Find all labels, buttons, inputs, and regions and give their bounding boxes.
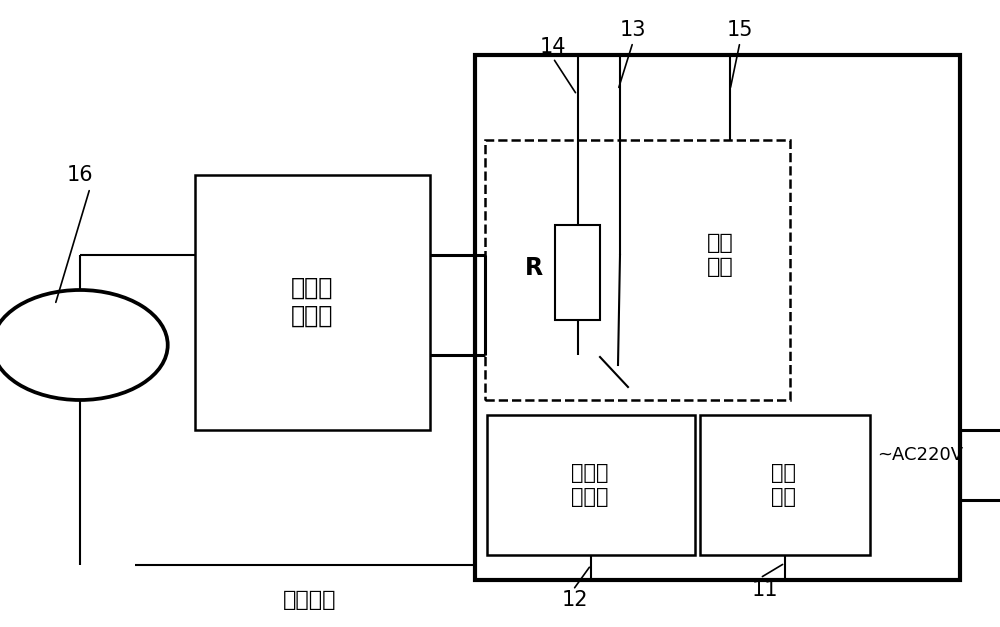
Bar: [487, 415, 695, 555]
Text: 12: 12: [562, 590, 588, 610]
Text: 13: 13: [620, 20, 646, 40]
Text: 消谐
模块: 消谐 模块: [707, 233, 733, 277]
Bar: [700, 415, 870, 555]
Text: ~AC220V: ~AC220V: [877, 446, 963, 464]
Text: 零序电流: 零序电流: [283, 590, 337, 610]
Bar: [485, 140, 790, 400]
Text: 电源
模块: 电源 模块: [772, 463, 796, 507]
Text: 15: 15: [727, 20, 753, 40]
Text: 11: 11: [752, 580, 778, 600]
Text: 开口三
角回路: 开口三 角回路: [291, 276, 333, 328]
Text: R: R: [525, 256, 543, 280]
Bar: [555, 225, 600, 320]
Text: 谐振判
断模块: 谐振判 断模块: [571, 463, 609, 507]
Text: 16: 16: [67, 165, 93, 185]
Bar: [475, 55, 960, 580]
Text: 14: 14: [540, 37, 566, 57]
Bar: [195, 175, 430, 430]
